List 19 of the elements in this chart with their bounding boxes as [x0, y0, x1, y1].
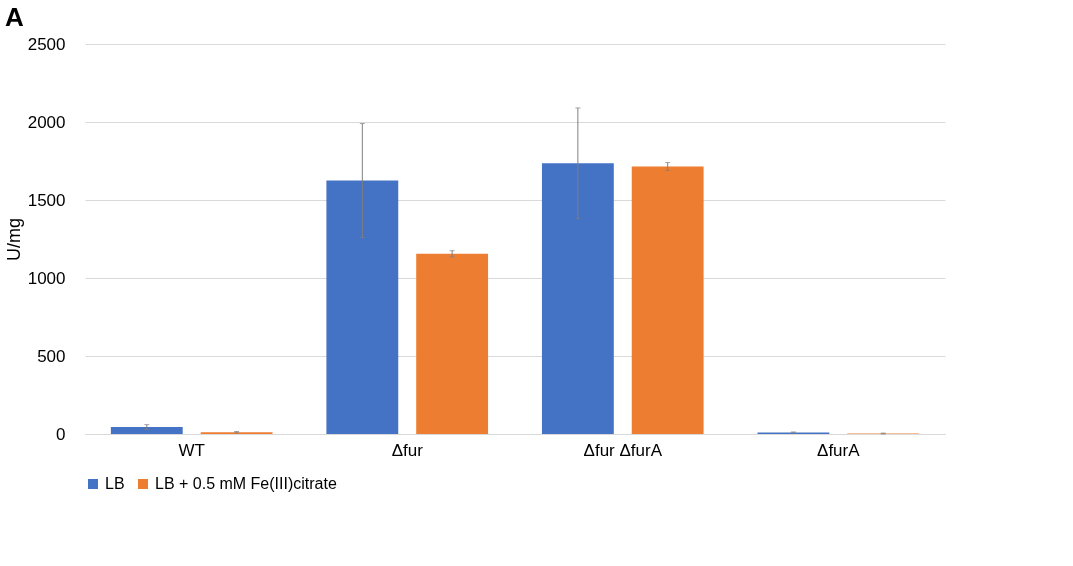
legend-label: LB + 0.5 mM Fe(III)citrate	[155, 475, 337, 492]
bar	[631, 166, 704, 434]
bar	[110, 426, 183, 434]
chart-title: A	[5, 2, 24, 32]
y-tick-label: 0	[56, 424, 66, 444]
y-axis-title: U/mg	[3, 217, 24, 262]
bar	[326, 180, 399, 434]
bar	[541, 163, 614, 434]
y-tick-label: 2000	[27, 112, 66, 132]
y-tick-label: 1500	[27, 190, 66, 210]
legend-label: LB	[105, 475, 125, 492]
x-tick-label: Δfur ΔfurA	[583, 440, 663, 460]
y-tick-label: 2500	[27, 34, 66, 54]
x-tick-label: Δfur	[391, 440, 424, 460]
x-tick-label: WT	[178, 440, 205, 460]
y-tick-label: 1000	[27, 268, 66, 288]
x-tick-label: ΔfurA	[817, 440, 861, 460]
y-tick-label: 500	[37, 346, 66, 366]
bar	[416, 253, 489, 434]
